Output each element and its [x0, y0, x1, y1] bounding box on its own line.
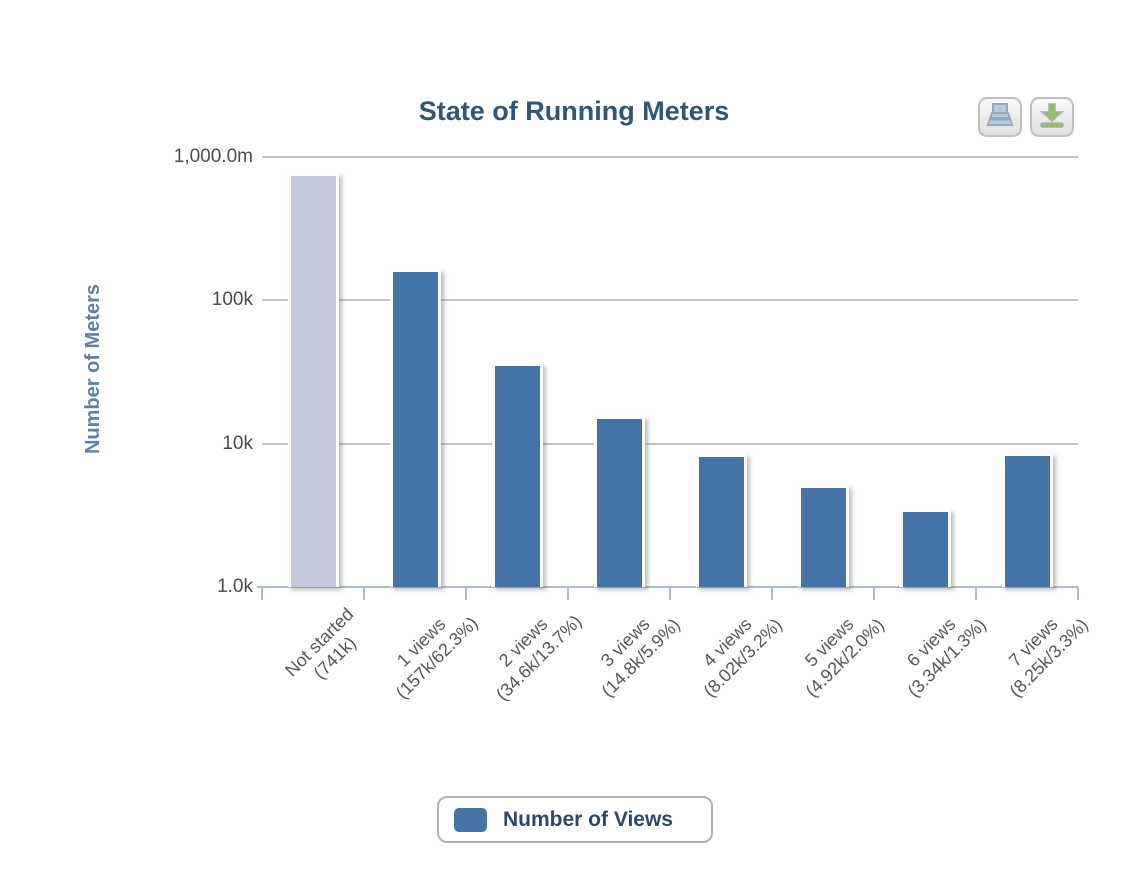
download-icon	[1038, 102, 1066, 132]
x-axis-tick	[669, 587, 671, 600]
bar-not-started	[287, 172, 339, 587]
x-axis-tick	[567, 587, 569, 600]
x-axis-tick	[465, 587, 467, 600]
bar-4-views	[695, 454, 747, 587]
download-button[interactable]	[1030, 97, 1074, 137]
bar-2-views	[491, 363, 543, 587]
y-axis-tick-label: 10k	[222, 432, 253, 454]
x-axis-tick	[873, 587, 875, 600]
y-axis-tick-label: 1,000.0m	[173, 146, 253, 167]
legend-swatch	[454, 807, 487, 832]
x-axis-line	[257, 586, 1078, 588]
bar-6-views	[899, 508, 951, 587]
y-axis-tick-label: 1.0k	[217, 576, 253, 597]
printer-icon	[986, 102, 1014, 132]
x-axis-tick	[261, 587, 263, 600]
y-axis-title: Number of Meters	[82, 283, 104, 455]
print-button[interactable]	[978, 97, 1022, 137]
legend-item-number-of-views[interactable]: Number of Views	[437, 796, 713, 843]
y-gridline	[262, 156, 1078, 158]
export-toolbar	[978, 97, 1074, 137]
legend-label: Number of Views	[503, 807, 673, 831]
y-gridline	[262, 299, 1078, 302]
y-axis-tick-label: 100k	[211, 289, 253, 311]
bar-1-views	[389, 269, 441, 587]
x-axis-tick	[771, 587, 773, 600]
bar-5-views	[797, 484, 849, 587]
bar-7-views	[1001, 452, 1053, 587]
x-axis-tick	[1077, 587, 1079, 600]
bar-3-views	[593, 416, 645, 587]
x-axis-tick	[363, 587, 365, 600]
y-gridline	[262, 442, 1078, 445]
chart-title: State of Running Meters	[418, 96, 730, 126]
x-axis-tick	[975, 587, 977, 600]
